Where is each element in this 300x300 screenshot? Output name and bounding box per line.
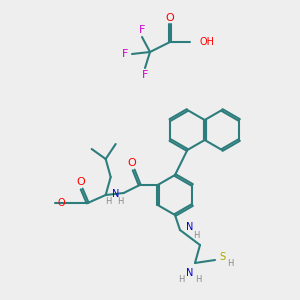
Text: O: O <box>58 198 65 208</box>
Text: H: H <box>195 275 201 284</box>
Text: O: O <box>127 158 136 168</box>
Text: H: H <box>106 197 112 206</box>
Text: H: H <box>193 230 199 239</box>
Text: N: N <box>112 189 119 199</box>
Text: O: O <box>166 13 174 23</box>
Text: H: H <box>118 196 124 206</box>
Text: H: H <box>178 275 184 284</box>
Text: O: O <box>76 177 85 187</box>
Text: OH: OH <box>200 37 215 47</box>
Text: S: S <box>219 252 225 262</box>
Text: F: F <box>139 25 145 35</box>
Text: F: F <box>122 49 128 59</box>
Text: H: H <box>227 260 233 268</box>
Text: N: N <box>186 222 194 232</box>
Text: N: N <box>186 268 194 278</box>
Text: F: F <box>142 70 148 80</box>
